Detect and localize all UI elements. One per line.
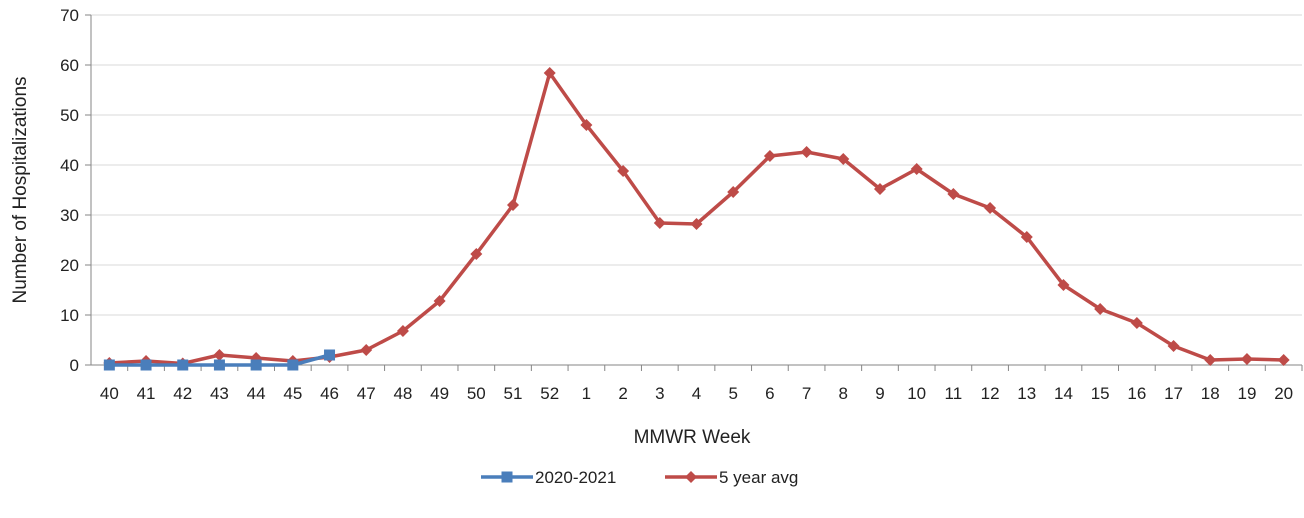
data-point xyxy=(653,217,666,229)
x-tick-label: 50 xyxy=(467,384,486,403)
series-5-year-avg xyxy=(103,67,1290,370)
data-point xyxy=(507,199,520,211)
data-point xyxy=(470,248,483,260)
y-tick-label: 30 xyxy=(60,206,79,225)
data-point xyxy=(103,359,115,371)
x-tick-label: 14 xyxy=(1054,384,1073,403)
series-layer xyxy=(103,67,1290,371)
y-axis-title: Number of Hospitalizations xyxy=(10,76,31,303)
y-tick-label: 10 xyxy=(60,306,79,325)
legend-label: 2020-2021 xyxy=(535,468,616,487)
legend-item: 2020-2021 xyxy=(481,468,616,487)
data-point xyxy=(910,163,923,175)
data-point xyxy=(1240,353,1253,365)
x-tick-label: 18 xyxy=(1201,384,1220,403)
data-point xyxy=(690,218,703,230)
y-tick-label: 40 xyxy=(60,156,79,175)
data-point xyxy=(1130,317,1143,329)
data-point xyxy=(800,146,813,158)
data-point xyxy=(213,349,226,361)
data-point xyxy=(543,67,556,79)
y-tick-label: 70 xyxy=(60,6,79,25)
x-tick-label: 12 xyxy=(981,384,1000,403)
x-tick-label: 10 xyxy=(907,384,926,403)
data-point xyxy=(1277,354,1290,366)
legend-marker xyxy=(685,471,697,483)
x-tick-label: 2 xyxy=(618,384,627,403)
data-point xyxy=(1057,279,1070,291)
data-point xyxy=(360,344,373,356)
legend-item: 5 year avg xyxy=(665,468,798,487)
data-point xyxy=(250,359,262,371)
x-tick-label: 41 xyxy=(137,384,156,403)
data-point xyxy=(580,119,593,131)
x-tick-label: 42 xyxy=(173,384,192,403)
x-tick-label: 11 xyxy=(945,384,963,403)
y-tick-label: 50 xyxy=(60,106,79,125)
x-tick-label: 52 xyxy=(540,384,559,403)
data-point xyxy=(396,325,409,337)
data-point xyxy=(140,359,152,371)
legend-label: 5 year avg xyxy=(719,468,798,487)
x-tick-label: 20 xyxy=(1274,384,1293,403)
x-tick-label: 51 xyxy=(504,384,523,403)
x-tick-label: 1 xyxy=(582,384,591,403)
x-tick-label: 49 xyxy=(430,384,449,403)
gridlines xyxy=(91,14,1302,366)
x-tick-label: 16 xyxy=(1127,384,1146,403)
x-tick-label: 48 xyxy=(393,384,412,403)
x-tick-label: 9 xyxy=(875,384,884,403)
x-axis-title: MMWR Week xyxy=(634,427,751,448)
data-point xyxy=(947,188,960,200)
data-point xyxy=(1020,231,1033,243)
y-tick-label: 0 xyxy=(70,356,79,375)
x-tick-label: 3 xyxy=(655,384,664,403)
y-axis-ticks: 0 10 20 30 40 50 60 70 xyxy=(60,6,92,375)
x-tick-label: 47 xyxy=(357,384,376,403)
data-point xyxy=(287,359,299,371)
x-tick-label: 19 xyxy=(1237,384,1256,403)
x-tick-label: 13 xyxy=(1017,384,1036,403)
data-point xyxy=(1094,303,1107,315)
x-tick-label: 6 xyxy=(765,384,774,403)
data-point xyxy=(837,153,850,165)
legend-marker xyxy=(501,471,513,483)
data-point xyxy=(1167,340,1180,352)
x-tick-label: 7 xyxy=(802,384,811,403)
legend: 2020-2021 5 year avg xyxy=(481,468,798,487)
x-tick-label: 40 xyxy=(100,384,119,403)
x-tick-label: 46 xyxy=(320,384,339,403)
x-axis-ticks: 40 41 42 43 44 45 46 47 48 49 50 51 52 1 2 3 4 5 6 7 8 9 10 11 1… xyxy=(100,365,1303,403)
data-point xyxy=(433,295,446,307)
data-point xyxy=(213,359,225,371)
data-point xyxy=(873,183,886,195)
data-point xyxy=(324,349,336,361)
series-2020-2021 xyxy=(103,349,336,371)
x-tick-label: 43 xyxy=(210,384,229,403)
data-point xyxy=(984,202,997,214)
data-point xyxy=(727,186,740,198)
x-tick-label: 4 xyxy=(692,384,701,403)
data-point xyxy=(763,150,776,162)
x-tick-label: 15 xyxy=(1091,384,1110,403)
data-point xyxy=(617,165,630,177)
y-tick-label: 20 xyxy=(60,256,79,275)
data-point xyxy=(177,359,189,371)
x-tick-label: 8 xyxy=(839,384,848,403)
x-tick-label: 44 xyxy=(247,384,266,403)
x-tick-label: 45 xyxy=(283,384,302,403)
x-tick-label: 5 xyxy=(728,384,737,403)
x-tick-label: 17 xyxy=(1164,384,1183,403)
data-point xyxy=(1204,354,1217,366)
y-tick-label: 60 xyxy=(60,56,79,75)
